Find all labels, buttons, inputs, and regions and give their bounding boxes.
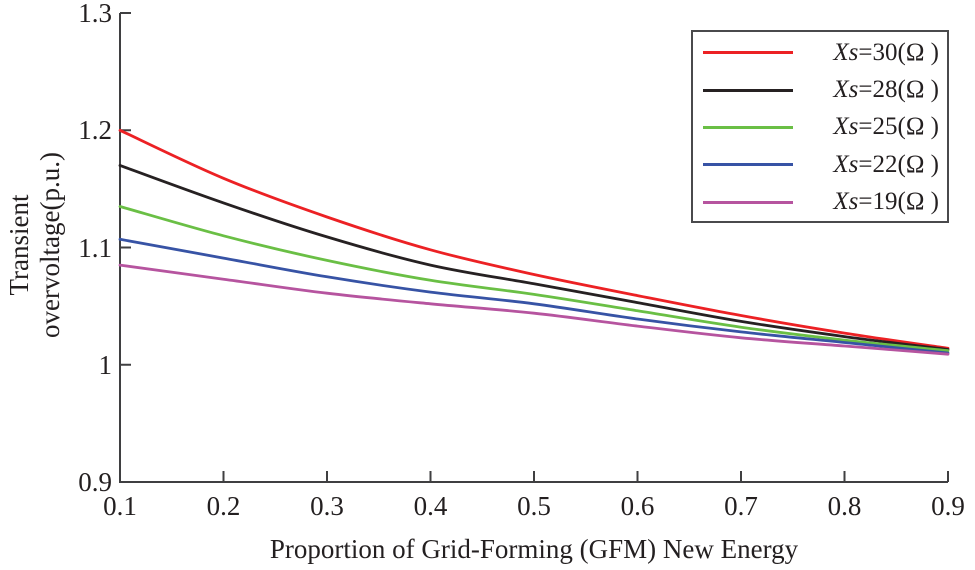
series-line-Xs28 xyxy=(118,164,950,351)
y-axis-title: Transient overvoltage(p.u.) xyxy=(4,45,68,445)
x-axis-title: Proportion of Grid-Forming (GFM) New Ene… xyxy=(269,534,799,564)
y-tick-label: 0.9 xyxy=(78,467,112,497)
legend-label: Xs=28(Ω ) xyxy=(833,76,939,104)
legend-label: Xs=25(Ω ) xyxy=(833,113,939,141)
series-line-Xs22 xyxy=(118,237,950,355)
x-tick-label: 0.8 xyxy=(827,491,862,521)
x-tick-label: 0.4 xyxy=(413,491,448,521)
legend-line-sample xyxy=(703,88,793,92)
legend-label: Xs=30(Ω ) xyxy=(833,38,939,66)
series-line-Xs19 xyxy=(118,263,950,356)
legend-label: Xs=19(Ω ) xyxy=(833,188,939,216)
legend-line-sample xyxy=(703,200,793,204)
y-tick-label: 1 xyxy=(98,349,113,380)
y-tick-label: 1.2 xyxy=(78,115,112,146)
legend-line-sample xyxy=(703,163,793,167)
legend-row: Xs=25(Ω ) xyxy=(693,109,947,146)
legend-row: Xs=22(Ω ) xyxy=(693,146,947,183)
legend-row: Xs=28(Ω ) xyxy=(693,71,947,108)
y-tick-label: 1.3 xyxy=(78,0,112,28)
x-tick-label: 0.1 xyxy=(103,491,137,521)
series-line-Xs25 xyxy=(118,205,950,353)
x-tick-label: 0.3 xyxy=(310,491,344,521)
axis-spines xyxy=(119,13,948,483)
legend-label: Xs=22(Ω ) xyxy=(833,150,939,178)
x-tick-label: 0.6 xyxy=(620,491,655,521)
y-axis-title-line1: Transient xyxy=(4,194,34,296)
series-line-Xs30 xyxy=(118,128,950,350)
y-tick-label: 1.1 xyxy=(78,232,112,263)
x-tick-label: 0.9 xyxy=(931,491,965,521)
legend: Xs=30(Ω ) Xs=28(Ω ) Xs=25(Ω ) Xs=22(Ω ) Xs=1… xyxy=(691,30,949,223)
legend-row: Xs=19(Ω ) xyxy=(693,184,947,221)
x-tick-label: 0.7 xyxy=(724,491,758,521)
legend-row: Xs=30(Ω ) xyxy=(693,34,947,71)
y-axis-title-line2: overvoltage(p.u.) xyxy=(35,152,65,338)
x-tick-label: 0.5 xyxy=(517,491,551,521)
x-tick-label: 0.2 xyxy=(206,491,241,521)
legend-line-sample xyxy=(703,51,793,55)
legend-line-sample xyxy=(703,125,793,129)
